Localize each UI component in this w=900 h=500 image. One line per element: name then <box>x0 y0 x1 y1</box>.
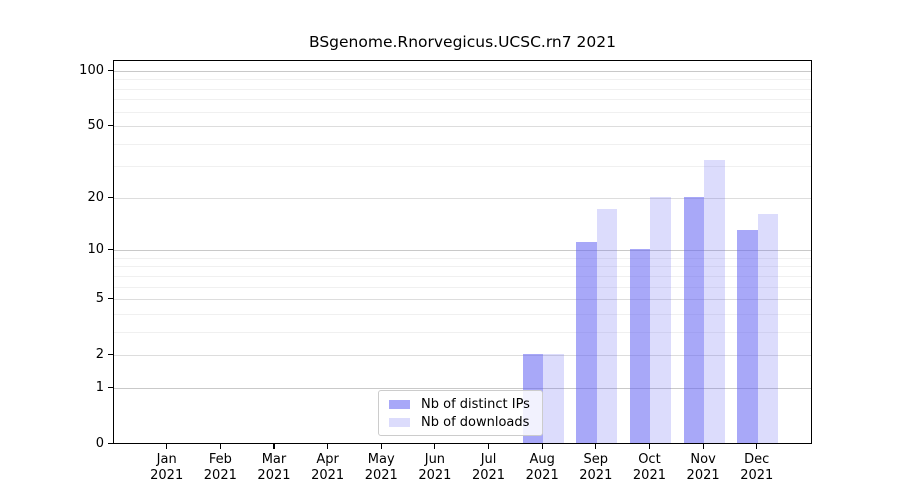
x-tick-mark <box>434 443 436 449</box>
x-tick-mark <box>756 443 758 449</box>
y-tick-mark <box>108 298 113 300</box>
bar-distinct-ips <box>737 229 758 443</box>
x-tick-mark <box>380 443 382 449</box>
x-tick-mark <box>487 443 490 449</box>
gridline-mid <box>114 126 811 128</box>
plot-area <box>113 60 812 444</box>
gridline-major <box>114 387 811 389</box>
legend-entry: Nb of distinct IPs <box>389 397 542 412</box>
bar-downloads <box>650 196 672 443</box>
bar-distinct-ips <box>683 196 705 443</box>
gridline-minor <box>114 143 811 145</box>
y-tick-mark <box>108 249 113 251</box>
bar-downloads <box>596 209 618 443</box>
x-tick-mark <box>541 443 543 449</box>
gridline-minor <box>114 313 811 315</box>
bar-distinct-ips <box>629 249 651 443</box>
y-tick-label: 2 <box>95 347 104 363</box>
legend-swatch-distinct-ips <box>389 399 410 409</box>
gridline-minor <box>114 286 811 288</box>
bar-downloads <box>757 214 779 443</box>
gridline-minor <box>114 266 811 268</box>
x-tick-label: Sep 2021 <box>579 451 613 483</box>
chart-title: BSgenome.Rnorvegicus.UCSC.rn7 2021 <box>308 33 616 51</box>
x-tick-label: Feb 2021 <box>203 451 237 483</box>
legend: Nb of distinct IPs Nb of downloads <box>378 390 543 436</box>
gridline-major <box>114 250 811 252</box>
y-tick-mark <box>108 196 113 199</box>
x-tick-mark <box>273 443 275 449</box>
x-tick-mark <box>327 443 329 449</box>
bar-downloads <box>704 160 725 443</box>
y-tick-mark <box>108 69 113 72</box>
gridline-mid <box>114 299 811 301</box>
y-tick-label: 0 <box>95 436 104 451</box>
x-tick-label: Apr 2021 <box>311 451 345 483</box>
x-tick-mark <box>648 443 651 449</box>
x-tick-label: Oct 2021 <box>632 451 666 483</box>
bar-distinct-ips <box>576 242 597 443</box>
y-tick-label: 100 <box>79 62 104 78</box>
x-tick-label: Mar 2021 <box>257 451 291 483</box>
legend-entry: Nb of downloads <box>389 415 542 430</box>
x-tick-label: Dec 2021 <box>740 451 774 483</box>
legend-label: Nb of downloads <box>421 414 530 430</box>
x-tick-label: Jun 2021 <box>418 451 452 483</box>
gridline-mid <box>114 197 811 199</box>
legend-label: Nb of distinct IPs <box>421 396 530 412</box>
x-tick-label: May 2021 <box>364 451 398 483</box>
gridline-major <box>114 70 811 72</box>
x-tick-mark <box>166 443 168 449</box>
y-tick-label: 10 <box>87 242 104 258</box>
gridline-minor <box>114 79 811 81</box>
x-tick-label: Jan 2021 <box>150 451 184 483</box>
y-tick-mark <box>108 442 113 445</box>
gridline-minor <box>114 257 811 259</box>
y-tick-label: 20 <box>87 189 104 205</box>
gridline-minor <box>114 111 811 113</box>
x-tick-label: Nov 2021 <box>686 451 720 483</box>
x-tick-mark <box>595 443 597 449</box>
y-tick-mark <box>108 386 113 389</box>
legend-swatch-downloads <box>389 417 410 427</box>
gridline-minor <box>114 88 811 90</box>
y-tick-mark <box>108 354 113 356</box>
gridline-minor <box>114 99 811 101</box>
bar-downloads <box>543 354 564 443</box>
y-tick-label: 5 <box>95 291 104 307</box>
x-tick-mark <box>702 443 704 449</box>
y-tick-label: 1 <box>95 379 104 395</box>
gridline-mid <box>114 355 811 357</box>
x-tick-label: Aug 2021 <box>525 451 559 483</box>
y-tick-mark <box>108 125 113 127</box>
x-tick-mark <box>219 443 221 449</box>
gridline-minor <box>114 331 811 333</box>
gridline-minor <box>114 166 811 168</box>
x-tick-label: Jul 2021 <box>471 451 506 483</box>
y-tick-label: 50 <box>87 118 104 134</box>
gridline-minor <box>114 275 811 277</box>
